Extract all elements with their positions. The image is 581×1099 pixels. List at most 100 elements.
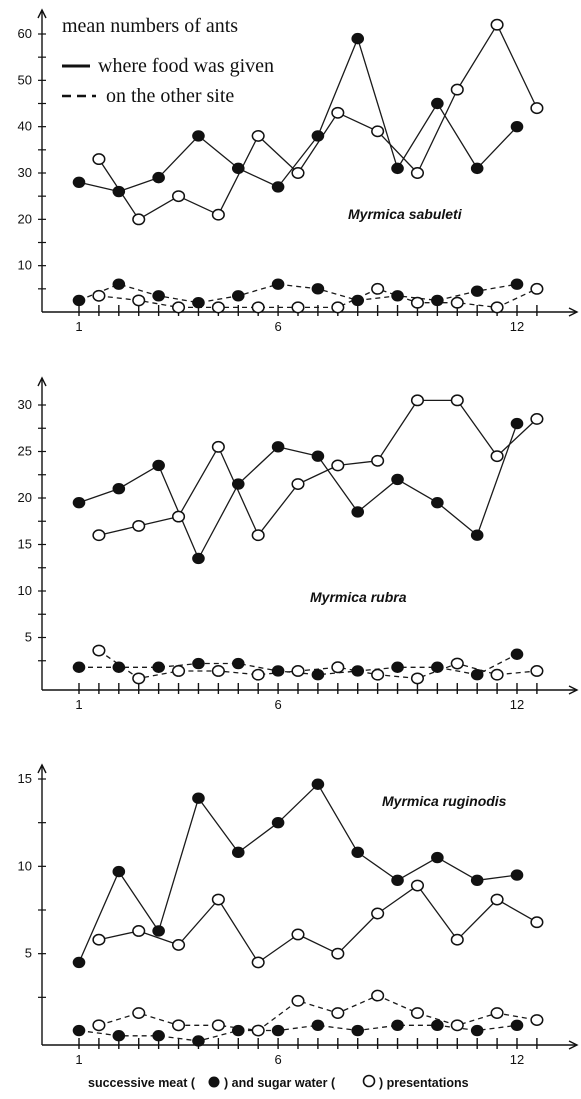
species-title: Myrmica ruginodis — [382, 793, 507, 809]
sugar-point — [450, 1019, 464, 1032]
meat-point — [271, 816, 285, 829]
meat-point — [510, 1019, 524, 1031]
meat-point — [510, 869, 524, 881]
sugar-point — [490, 893, 504, 906]
sugar-point — [371, 125, 385, 138]
sugar-point — [490, 450, 504, 463]
meat-point — [431, 496, 444, 509]
y-tick-label: 15 — [18, 771, 32, 786]
y-tick-label: 25 — [18, 444, 32, 459]
sugar-point — [291, 478, 305, 490]
meat-point — [391, 661, 404, 673]
sugar-point — [530, 102, 544, 115]
sugar-point — [410, 167, 425, 179]
sugar-point — [291, 301, 305, 314]
meat-point — [192, 792, 205, 804]
sugar-point — [450, 83, 464, 96]
sugar-point — [211, 893, 225, 906]
sugar-point — [171, 665, 186, 677]
sugar-point — [331, 947, 345, 960]
meat-point — [231, 290, 245, 302]
sugar-point — [211, 1019, 225, 1032]
meat-point — [152, 171, 165, 184]
sugar-point — [251, 529, 265, 542]
caption-sugar-marker-icon — [362, 1074, 376, 1088]
meat-point — [231, 478, 245, 490]
x-caption: successive meat ( ) and sugar water ( ) … — [88, 1074, 469, 1090]
series-line-sugar-solid — [98, 884, 538, 964]
legend: mean numbers of ants where food was give… — [62, 15, 274, 107]
meat-point — [311, 778, 325, 790]
sugar-point — [490, 668, 504, 681]
y-axis-arrow-icon — [37, 376, 47, 387]
sugar-point — [251, 668, 265, 681]
meat-point — [152, 1030, 165, 1042]
sugar-point — [410, 672, 425, 685]
meat-point — [72, 496, 86, 509]
sugar-point — [132, 672, 146, 685]
sugar-point — [132, 925, 146, 937]
chart-panel-ruginodis: 5 10 15 1 6 12 Myrmica ruginodis — [18, 763, 579, 1067]
meat-point — [510, 120, 524, 133]
meat-point — [431, 97, 444, 110]
meat-point — [311, 283, 325, 295]
sugar-point — [251, 1024, 265, 1037]
meat-point — [231, 1024, 245, 1037]
sugar-point — [371, 282, 385, 295]
meat-point — [112, 1030, 126, 1042]
x-axis-arrow-icon — [568, 307, 579, 317]
y-tick-label: 10 — [18, 858, 32, 873]
sugar-point — [450, 296, 464, 309]
chart-panel-sabuleti: 10 20 30 40 50 60 1 6 12 Myrmica sabuleti — [18, 8, 579, 334]
sugar-point — [92, 1019, 106, 1032]
y-tick-label: 5 — [25, 946, 32, 961]
y-tick-label: 50 — [18, 72, 32, 87]
sugar-point — [291, 928, 305, 941]
sugar-point — [171, 190, 186, 203]
meat-point — [271, 1024, 285, 1037]
meat-point — [351, 1024, 365, 1037]
legend-solid-label: where food was given — [98, 55, 274, 77]
sugar-point — [371, 668, 385, 681]
sugar-point — [450, 657, 464, 670]
series-line-meat-solid — [78, 783, 518, 963]
meat-point — [510, 278, 524, 290]
caption-meat-marker-icon — [208, 1076, 220, 1088]
meat-point — [391, 1019, 404, 1031]
sugar-point — [211, 665, 225, 677]
series-line-sugar-dashed — [98, 288, 538, 309]
series-line-sugar-solid — [98, 399, 538, 536]
legend-title: mean numbers of ants — [62, 15, 238, 37]
meat-point — [470, 1024, 484, 1037]
meat-point — [351, 294, 365, 307]
meat-point — [192, 552, 205, 565]
y-axis-arrow-icon — [37, 763, 47, 774]
y-tick-label: 30 — [18, 397, 32, 412]
sugar-point — [331, 661, 345, 674]
y-tick-label: 15 — [18, 537, 32, 552]
meat-point — [510, 417, 524, 430]
meat-point — [311, 669, 325, 681]
sugar-point — [251, 956, 265, 969]
meat-point — [152, 459, 165, 472]
sugar-point — [171, 301, 186, 314]
meat-point — [192, 1035, 205, 1047]
sugar-point — [251, 301, 265, 314]
y-tick-label: 20 — [18, 490, 32, 505]
sugar-point — [92, 644, 106, 657]
meat-point — [72, 1024, 86, 1037]
x-tick-label: 12 — [510, 319, 524, 334]
meat-point — [431, 661, 444, 673]
sugar-point — [211, 440, 225, 453]
sugar-point — [211, 208, 225, 221]
meat-point — [470, 669, 484, 681]
meat-point — [391, 874, 404, 887]
meat-point — [72, 294, 86, 307]
meat-point — [72, 956, 86, 969]
meat-point — [152, 925, 165, 937]
meat-point — [311, 450, 325, 462]
sugar-point — [132, 294, 146, 307]
meat-point — [391, 473, 404, 486]
species-title: Myrmica sabuleti — [348, 206, 463, 222]
meat-point — [112, 278, 126, 290]
